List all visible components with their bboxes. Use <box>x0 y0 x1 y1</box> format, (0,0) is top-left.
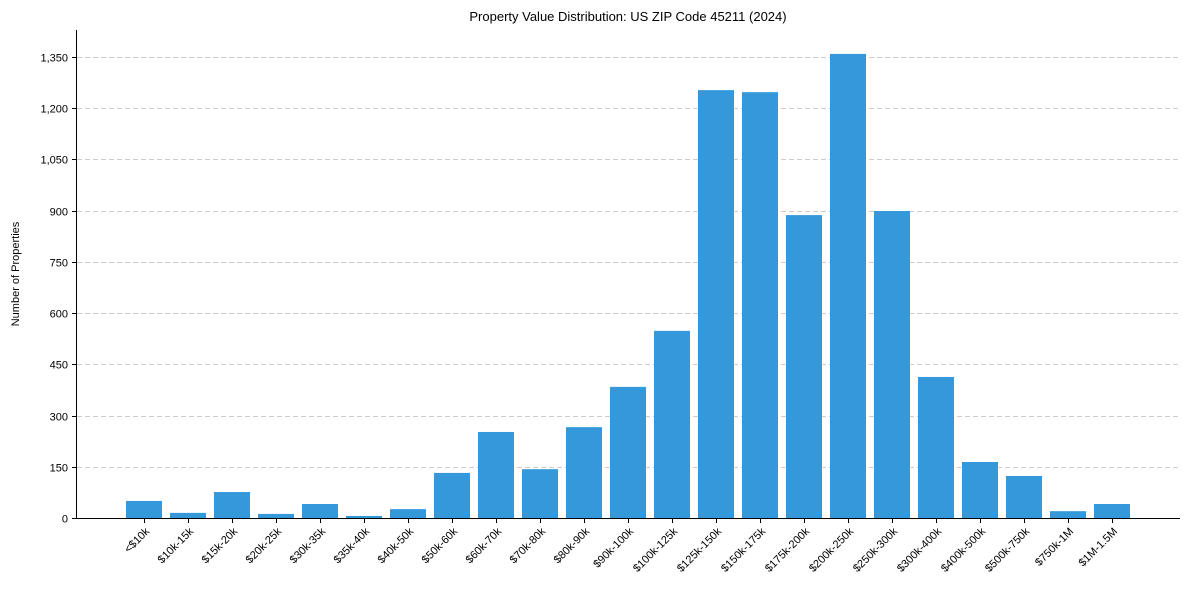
x-tick-label: $35k-40k <box>332 525 373 566</box>
bar <box>918 376 954 518</box>
x-tick-label: $80k-90k <box>552 525 593 566</box>
bar <box>786 215 822 518</box>
y-tick-label: 1,350 <box>40 53 68 65</box>
bar <box>1094 503 1130 518</box>
bar <box>698 90 734 518</box>
y-tick-label: 600 <box>50 309 68 321</box>
x-tick-label: $40k-50k <box>376 525 417 566</box>
x-tick-label: $90k-100k <box>591 525 636 570</box>
y-tick-label: 300 <box>50 412 68 424</box>
y-tick-label: 0 <box>62 514 68 526</box>
bar <box>742 92 778 518</box>
bar <box>478 431 514 518</box>
bar <box>874 211 910 518</box>
bar <box>126 500 162 518</box>
x-tick-label: $200k-250k <box>807 525 856 574</box>
x-tick-label: $60k-70k <box>464 525 505 566</box>
bar <box>390 509 426 518</box>
bar <box>346 515 382 518</box>
x-tick-label: $30k-35k <box>288 525 329 566</box>
bar <box>566 427 602 518</box>
bar <box>962 461 998 518</box>
bar <box>830 53 866 518</box>
x-tick-label: $20k-25k <box>244 525 285 566</box>
x-tick-label: $100k-125k <box>631 525 680 574</box>
bar <box>302 503 338 518</box>
bar <box>434 472 470 518</box>
x-tick-label: $150k-175k <box>719 525 768 574</box>
x-tick-label: $400k-500k <box>939 525 988 574</box>
x-tick-label: $15k-20k <box>200 525 241 566</box>
bar <box>522 469 558 518</box>
y-tick-label: 900 <box>50 207 68 219</box>
bar <box>1050 511 1086 518</box>
bar <box>610 386 646 518</box>
x-tick-label: $50k-60k <box>420 525 461 566</box>
y-tick-label: 450 <box>50 360 68 372</box>
bar <box>170 512 206 518</box>
x-tick-label: $500k-750k <box>983 525 1032 574</box>
x-tick-label: $125k-150k <box>675 525 724 574</box>
bar <box>1006 475 1042 518</box>
x-tick-label: $70k-80k <box>508 525 549 566</box>
bar <box>258 513 294 518</box>
x-tick-label: $1M-1.5M <box>1077 526 1121 570</box>
y-tick-label: 1,050 <box>40 155 68 167</box>
x-tick-label: $175k-200k <box>763 525 812 574</box>
x-tick-label: $10k-15k <box>156 525 197 566</box>
x-tick-label: $300k-400k <box>895 525 944 574</box>
bar <box>654 330 690 518</box>
y-tick-label: 750 <box>50 258 68 270</box>
x-tick-label: <$10k <box>122 525 152 555</box>
y-tick-label: 150 <box>50 463 68 475</box>
x-tick-label: $750k-1M <box>1033 526 1076 569</box>
y-axis-label: Number of Properties <box>10 221 22 326</box>
chart-title: Property Value Distribution: US ZIP Code… <box>469 9 786 24</box>
x-tick-label: $250k-300k <box>851 525 900 574</box>
y-tick-label: 1,200 <box>40 104 68 116</box>
bar <box>214 492 250 518</box>
